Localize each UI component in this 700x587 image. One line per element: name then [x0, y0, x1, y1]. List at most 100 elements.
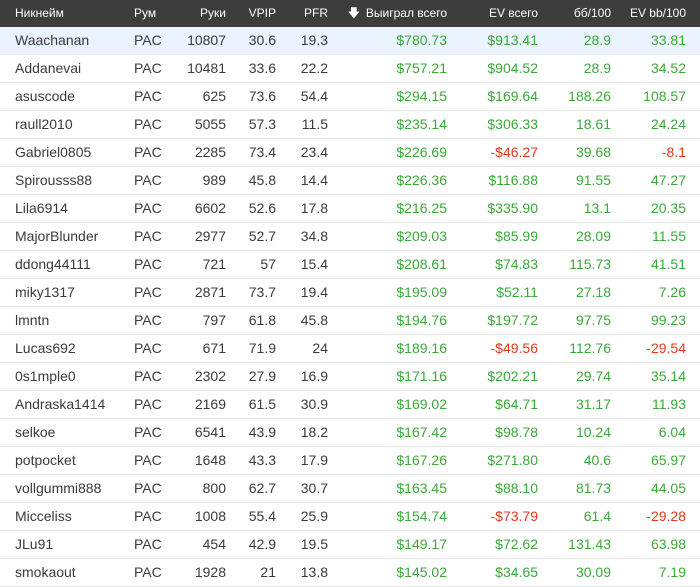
cell-evbb100: 7.19 — [658, 564, 686, 580]
cell-bb100: 31.17 — [575, 396, 611, 412]
cell-nick: ddong44111 — [15, 256, 91, 272]
cell-vpip: 73.6 — [248, 88, 276, 104]
cell-evbb100: 63.98 — [650, 536, 686, 552]
cell-hands: 797 — [202, 312, 226, 328]
cell-vpip: 62.7 — [248, 480, 276, 496]
cell-won: $757.21 — [396, 60, 447, 76]
cell-evbb100: 35.14 — [650, 368, 686, 384]
cell-room: PAC — [134, 200, 162, 216]
cell-evbb100: 11.55 — [652, 228, 686, 244]
cell-nick: Micceliss — [15, 508, 72, 524]
cell-evbb100: 6.04 — [658, 424, 686, 440]
cell-evbb100: -8.1 — [661, 144, 686, 160]
cell-won: $169.02 — [396, 396, 447, 412]
cell-evbb100: 99.23 — [650, 312, 686, 328]
cell-evbb100: 47.27 — [650, 172, 686, 188]
cell-won: $167.26 — [396, 452, 447, 468]
table-row[interactable]: Addanevai PAC 10481 33.6 22.2 $757.21 $904.52 2… — [0, 55, 700, 83]
cell-vpip: 30.6 — [248, 32, 276, 48]
cell-ev: $169.64 — [487, 88, 538, 104]
table-row[interactable]: miky1317 PAC 2871 73.7 19.4 $195.09 $52.11 27.1… — [0, 279, 700, 307]
cell-hands: 1648 — [194, 452, 226, 468]
cell-room: PAC — [134, 480, 162, 496]
table-row[interactable]: selkoe PAC 6541 43.9 18.2 $167.42 $98.78 10.24 6… — [0, 419, 700, 447]
cell-won: $235.14 — [396, 116, 447, 132]
cell-nick: miky1317 — [15, 284, 75, 300]
table-row[interactable]: 0s1mple0 PAC 2302 27.9 16.9 $171.16 $202.21 29.… — [0, 363, 700, 391]
table-row[interactable]: ddong44111 PAC 721 57 15.4 $208.61 $74.83 115.7… — [0, 251, 700, 279]
cell-hands: 625 — [202, 88, 226, 104]
table-row[interactable]: Spirousss88 PAC 989 45.8 14.4 $226.36 $116.88 9… — [0, 167, 700, 195]
cell-pfr: 17.8 — [300, 200, 328, 216]
cell-hands: 10807 — [187, 32, 226, 48]
table-row[interactable]: vollgummi888 PAC 800 62.7 30.7 $163.45 $88.10 8… — [0, 475, 700, 503]
cell-bb100: 28.9 — [583, 32, 611, 48]
cell-nick: Addanevai — [15, 60, 82, 76]
cell-room: PAC — [134, 60, 162, 76]
cell-nick: Gabriel0805 — [15, 144, 92, 160]
cell-ev: $34.65 — [495, 564, 538, 580]
cell-nick: JLu91 — [15, 536, 54, 552]
col-header-room[interactable]: Рум — [134, 6, 157, 20]
cell-hands: 454 — [202, 536, 226, 552]
cell-ev: $913.41 — [487, 32, 538, 48]
table-row[interactable]: asuscode PAC 625 73.6 54.4 $294.15 $169.64 188.… — [0, 83, 700, 111]
cell-won: $209.03 — [396, 228, 447, 244]
cell-bb100: 188.26 — [568, 88, 611, 104]
col-header-nick[interactable]: Никнейм — [15, 6, 64, 20]
cell-bb100: 28.9 — [583, 60, 611, 76]
cell-room: PAC — [134, 32, 162, 48]
cell-vpip: 61.8 — [248, 312, 276, 328]
cell-nick: Lucas692 — [15, 340, 76, 356]
table-row[interactable]: Lila6914 PAC 6602 52.6 17.8 $216.25 $335.90 13.… — [0, 195, 700, 223]
cell-evbb100: 11.93 — [652, 396, 686, 412]
cell-hands: 721 — [202, 256, 226, 272]
table-row[interactable]: Micceliss PAC 1008 55.4 25.9 $154.74 -$73.79 61… — [0, 503, 700, 531]
table-row[interactable]: JLu91 PAC 454 42.9 19.5 $149.17 $72.62 131.43 63… — [0, 531, 700, 559]
cell-pfr: 13.8 — [300, 564, 328, 580]
table-row[interactable]: raull2010 PAC 5055 57.3 11.5 $235.14 $306.33 18… — [0, 111, 700, 139]
table-row[interactable]: Andraska1414 PAC 2169 61.5 30.9 $169.02 $64.71… — [0, 391, 700, 419]
cell-pfr: 16.9 — [300, 368, 328, 384]
cell-pfr: 19.3 — [300, 32, 328, 48]
col-header-vpip[interactable]: VPIP — [248, 6, 276, 20]
cell-bb100: 91.55 — [575, 172, 611, 188]
col-header-won[interactable]: 🡇 Выиграл всего — [340, 0, 447, 27]
table-row[interactable]: Lucas692 PAC 671 71.9 24 $189.16 -$49.56 112.76… — [0, 335, 700, 363]
table-row[interactable]: lmntn PAC 797 61.8 45.8 $194.76 $197.72 97.75 99… — [0, 307, 700, 335]
cell-bb100: 115.73 — [569, 256, 611, 272]
cell-vpip: 42.9 — [248, 536, 276, 552]
cell-ev: $306.33 — [487, 116, 538, 132]
cell-ev: $904.52 — [487, 60, 538, 76]
cell-won: $294.15 — [396, 88, 447, 104]
cell-bb100: 131.43 — [568, 536, 611, 552]
col-header-ev[interactable]: EV всего — [488, 6, 538, 20]
cell-nick: lmntn — [15, 312, 50, 328]
table-row[interactable]: Waachanan PAC 10807 30.6 19.3 $780.73 $913.41 2… — [0, 27, 700, 55]
cell-hands: 2871 — [194, 284, 226, 300]
table-row[interactable]: smokaout PAC 1928 21 13.8 $145.02 $34.65 30.09 7… — [0, 559, 700, 587]
cell-vpip: 57.3 — [248, 116, 276, 132]
cell-bb100: 13.1 — [583, 200, 611, 216]
cell-ev: $88.10 — [495, 480, 538, 496]
cell-nick: Lila6914 — [15, 200, 68, 216]
col-header-evbb100[interactable]: EV bb/100 — [629, 6, 686, 20]
cell-vpip: 21 — [260, 564, 276, 580]
cell-pfr: 17.9 — [300, 452, 328, 468]
cell-vpip: 52.7 — [248, 228, 276, 244]
col-header-hands[interactable]: Руки — [200, 6, 226, 20]
cell-bb100: 10.24 — [575, 424, 611, 440]
table-row[interactable]: MajorBlunder PAC 2977 52.7 34.8 $209.03 $85.99… — [0, 223, 700, 251]
cell-ev: $98.78 — [495, 424, 538, 440]
cell-vpip: 33.6 — [248, 60, 276, 76]
cell-pfr: 30.7 — [300, 480, 328, 496]
cell-evbb100: 20.35 — [650, 200, 686, 216]
cell-vpip: 55.4 — [248, 508, 276, 524]
table-row[interactable]: Gabriel0805 PAC 2285 73.4 23.4 $226.69 -$46.27… — [0, 139, 700, 167]
col-header-pfr[interactable]: PFR — [304, 6, 328, 20]
cell-bb100: 29.74 — [575, 368, 611, 384]
cell-ev: $72.62 — [495, 536, 538, 552]
col-header-bb100[interactable]: бб/100 — [573, 6, 611, 20]
table-row[interactable]: potpocket PAC 1648 43.3 17.9 $167.26 $271.80 40… — [0, 447, 700, 475]
